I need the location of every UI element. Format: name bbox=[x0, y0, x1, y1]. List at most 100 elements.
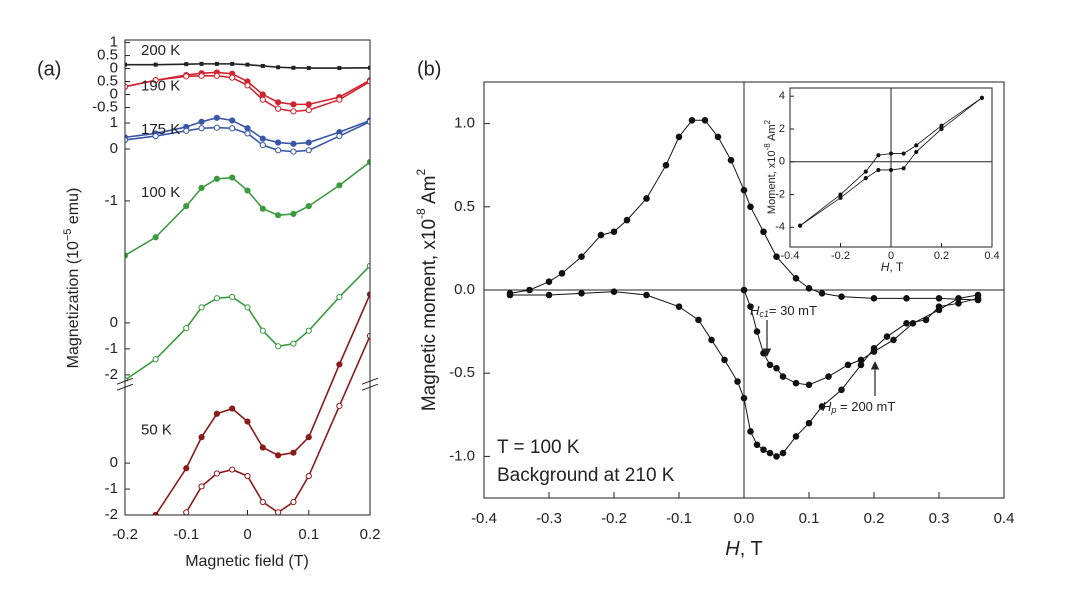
marker bbox=[229, 405, 236, 412]
marker bbox=[245, 62, 250, 67]
y-tick-label: 4 bbox=[779, 90, 785, 102]
label-sup: -8 bbox=[414, 208, 428, 219]
x-tick-label: -0.2 bbox=[601, 510, 627, 527]
marker bbox=[199, 61, 204, 66]
x-tick-label: 0 bbox=[888, 250, 894, 262]
marker bbox=[643, 195, 650, 202]
marker bbox=[213, 470, 220, 477]
x-tick-label: 0 bbox=[243, 526, 251, 543]
y-tick-label: -4 bbox=[775, 221, 785, 233]
marker bbox=[903, 319, 910, 327]
marker bbox=[545, 291, 553, 299]
y-tick-label: 0 bbox=[110, 85, 118, 102]
marker bbox=[506, 291, 514, 299]
marker bbox=[305, 203, 312, 210]
annotation-part: = 30 mT bbox=[769, 303, 817, 318]
marker bbox=[888, 167, 894, 173]
marker bbox=[974, 291, 982, 299]
annotation-part: H bbox=[822, 399, 832, 414]
series-label: 50 K bbox=[141, 422, 172, 439]
marker bbox=[901, 151, 906, 156]
y-axis-label: Magnetization (10−5 emu) bbox=[62, 188, 82, 369]
marker bbox=[883, 333, 891, 340]
marker bbox=[229, 125, 236, 132]
plot-layer: -0.2 -0.1 0 0.1 0.200.51 200 K-0.500.5 190 K01… bbox=[92, 34, 1015, 543]
marker bbox=[229, 293, 236, 301]
x-tick-label: -0.2 bbox=[831, 250, 850, 262]
marker bbox=[198, 118, 205, 125]
marker bbox=[290, 101, 297, 108]
marker bbox=[597, 231, 605, 239]
marker bbox=[760, 446, 767, 454]
y-tick-label: 0 bbox=[110, 140, 118, 157]
marker bbox=[747, 203, 754, 211]
marker bbox=[213, 72, 220, 79]
marker bbox=[214, 61, 219, 66]
x-tick-label: -0.1 bbox=[173, 526, 199, 543]
marker bbox=[643, 291, 650, 299]
marker bbox=[779, 449, 787, 457]
marker bbox=[336, 361, 343, 368]
marker bbox=[275, 105, 282, 112]
marker bbox=[914, 143, 919, 148]
marker bbox=[305, 327, 312, 334]
y-tick-label: -1 bbox=[105, 480, 118, 497]
marker bbox=[275, 147, 282, 154]
label-part: , T bbox=[740, 538, 763, 560]
marker bbox=[935, 306, 943, 314]
marker bbox=[838, 192, 843, 197]
marker bbox=[766, 361, 774, 369]
x-tick-label: -0.4 bbox=[781, 250, 800, 262]
marker bbox=[305, 434, 312, 441]
y-tick-label: 0 bbox=[110, 314, 118, 331]
marker bbox=[610, 288, 618, 295]
annotation: T = 100 K bbox=[497, 437, 580, 458]
annotation: Background at 210 K bbox=[497, 465, 675, 486]
y-tick-label: 0.5 bbox=[97, 72, 118, 89]
marker bbox=[183, 325, 190, 332]
marker bbox=[979, 95, 985, 100]
marker bbox=[792, 275, 800, 282]
marker bbox=[259, 91, 266, 98]
marker bbox=[336, 182, 343, 189]
marker bbox=[275, 139, 282, 146]
marker bbox=[792, 433, 800, 440]
marker bbox=[275, 343, 282, 350]
y-tick-label: 0 bbox=[779, 156, 785, 168]
marker bbox=[290, 108, 297, 115]
marker bbox=[183, 127, 190, 134]
marker bbox=[558, 270, 566, 277]
series-line bbox=[743, 289, 979, 386]
x-axis-label: H, T bbox=[725, 538, 762, 560]
marker bbox=[675, 133, 683, 141]
marker bbox=[773, 453, 780, 460]
marker bbox=[901, 166, 906, 171]
label-part: Moment, x10 bbox=[766, 150, 778, 214]
marker bbox=[935, 295, 943, 302]
label-sup: -8 bbox=[763, 143, 772, 151]
marker bbox=[805, 419, 813, 427]
x-tick-label: 0.4 bbox=[994, 510, 1015, 527]
marker bbox=[773, 253, 780, 261]
marker bbox=[955, 295, 962, 302]
marker bbox=[244, 418, 251, 425]
marker bbox=[290, 498, 297, 506]
marker bbox=[305, 147, 312, 154]
marker bbox=[740, 394, 748, 402]
marker bbox=[695, 316, 702, 324]
marker bbox=[838, 195, 843, 200]
marker bbox=[623, 216, 631, 224]
marker bbox=[152, 234, 159, 241]
label-part: Am bbox=[766, 124, 778, 143]
marker bbox=[183, 73, 190, 80]
marker bbox=[244, 125, 251, 132]
marker bbox=[870, 348, 878, 355]
marker bbox=[290, 148, 297, 155]
y-axis-label: Moment, x10-8 Am2 bbox=[763, 119, 778, 214]
marker bbox=[721, 356, 728, 364]
y-tick-label: 0 bbox=[110, 60, 118, 77]
marker bbox=[714, 133, 722, 141]
marker bbox=[244, 472, 251, 480]
annotation: Hc1= 30 mT bbox=[750, 303, 817, 319]
